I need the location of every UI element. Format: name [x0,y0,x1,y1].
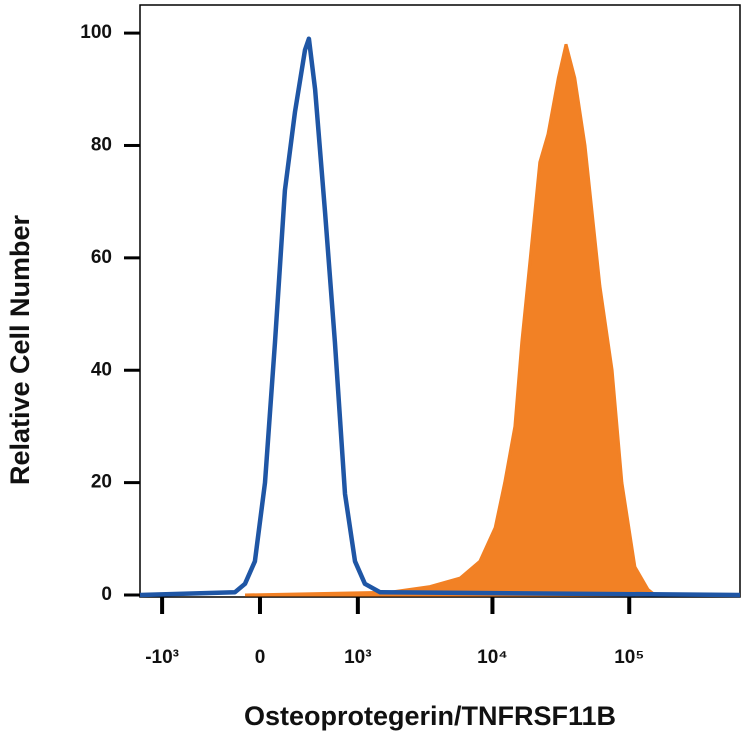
y-tick-label: 80 [91,134,112,155]
x-axis-label: Osteoprotegerin/TNFRSF11B [244,701,616,731]
y-tick-label: 0 [101,584,112,605]
y-tick-label: 20 [91,472,112,493]
x-tick-label: -10³ [145,647,179,668]
x-tick-label: 10⁵ [614,647,644,668]
histogram-line [139,36,741,598]
y-tick-label: 60 [91,247,112,268]
x-tick-label: 10³ [344,647,371,668]
y-tick-label: 100 [80,22,112,43]
y-tick-label: 40 [91,359,112,380]
histogram-area [244,43,660,597]
x-tick-label: 0 [255,647,266,668]
plot-frame [139,4,741,598]
x-tick-label: 10⁴ [477,647,508,668]
y-axis-label: Relative Cell Number [5,214,35,485]
